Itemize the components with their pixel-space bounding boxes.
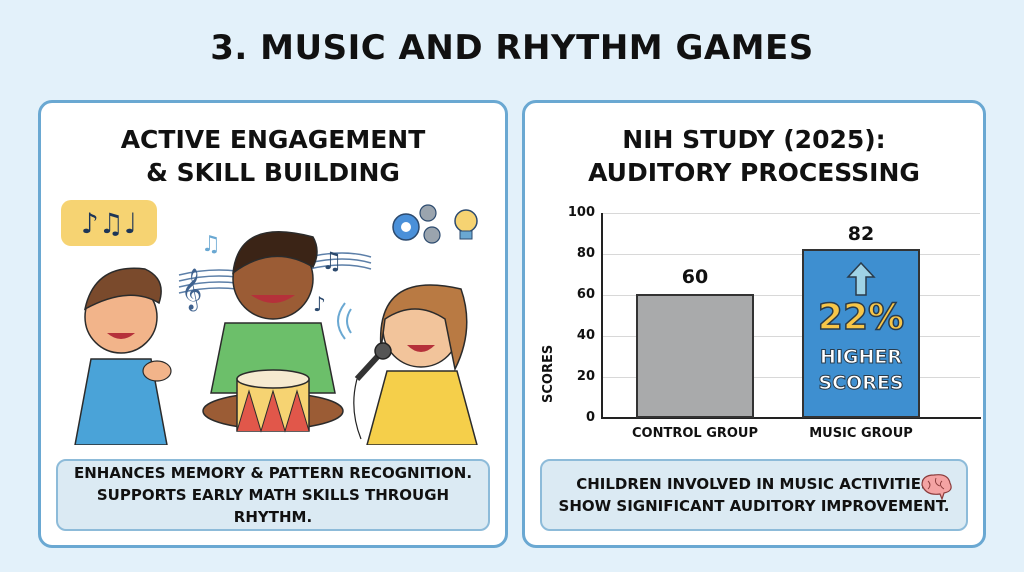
drum-icon <box>236 369 310 433</box>
lightbulb-icon <box>454 209 478 240</box>
x-category-control: CONTROL GROUP <box>631 426 759 441</box>
panel-title-line1: ACTIVE ENGAGEMENT <box>120 125 426 154</box>
gridline <box>602 336 980 337</box>
clapping-boy <box>74 267 172 445</box>
bar-value-music: 82 <box>847 223 875 245</box>
y-tick: 100 <box>567 205 595 220</box>
y-tick: 80 <box>576 246 595 261</box>
gridline <box>602 295 980 296</box>
singing-girl <box>366 284 478 445</box>
gridline <box>602 254 980 255</box>
x-category-music: MUSIC GROUP <box>809 426 913 441</box>
callout-line2: SCORES <box>818 372 904 395</box>
callout-percent: 22% <box>817 296 905 339</box>
bar-control-group <box>636 294 754 418</box>
caption-line1: ENHANCES MEMORY & PATTERN RECOGNITION. <box>73 464 473 482</box>
study-panel-title: NIH STUDY (2025): AUDITORY PROCESSING <box>525 123 983 189</box>
callout-line1: HIGHER <box>819 346 903 369</box>
caption-line2: SHOW SIGNIFICANT AUDITORY IMPROVEMENT. <box>558 497 950 515</box>
panel-title-line2: & SKILL BUILDING <box>146 158 400 187</box>
panel-title-line1: NIH STUDY (2025): <box>622 125 886 154</box>
y-tick: 20 <box>576 369 595 384</box>
x-axis <box>601 417 981 419</box>
engagement-panel: ACTIVE ENGAGEMENT & SKILL BUILDING ♪♫♩ 𝄞… <box>38 100 508 548</box>
children-music-illustration: 𝄞 ♫ ♫ ♪ <box>74 204 478 445</box>
gridline <box>602 377 980 378</box>
engagement-panel-title: ACTIVE ENGAGEMENT & SKILL BUILDING <box>41 123 505 189</box>
y-tick: 60 <box>576 287 595 302</box>
y-axis <box>601 213 603 419</box>
bar-chart: SCORES 100 80 60 40 20 0 60 82 22% HIGHE… <box>525 103 983 545</box>
microphone-icon <box>353 342 392 440</box>
panel-title-line2: AUDITORY PROCESSING <box>588 158 920 187</box>
up-arrow-icon <box>846 261 876 296</box>
svg-text:♪: ♪ <box>313 292 326 316</box>
y-axis-label: SCORES <box>541 344 556 403</box>
study-caption: CHILDREN INVOLVED IN MUSIC ACTIVITIES SH… <box>540 459 968 531</box>
svg-text:𝄞: 𝄞 <box>181 268 202 311</box>
music-notes-badge-icon: ♪♫♩ <box>61 200 157 246</box>
y-tick: 40 <box>576 328 595 343</box>
study-panel: NIH STUDY (2025): AUDITORY PROCESSING SC… <box>522 100 986 548</box>
treble-clef-icon: 𝄞 <box>178 268 260 311</box>
caption-line1: CHILDREN INVOLVED IN MUSIC ACTIVITIES <box>576 475 932 493</box>
brain-icon <box>921 474 952 501</box>
bar-value-control: 60 <box>681 266 709 288</box>
gears-icon <box>392 204 441 244</box>
floating-note-icon: ♫ <box>201 232 221 257</box>
gridline <box>602 213 980 214</box>
sound-waves-icon <box>337 302 352 340</box>
y-tick: 0 <box>585 410 595 425</box>
caption-line2: SUPPORTS EARLY MATH SKILLS THROUGH RHYTH… <box>96 486 450 526</box>
engagement-caption: ENHANCES MEMORY & PATTERN RECOGNITION. S… <box>56 459 490 531</box>
svg-text:♫: ♫ <box>321 247 343 275</box>
page-title: 3. MUSIC AND RHYTHM GAMES <box>210 28 814 68</box>
